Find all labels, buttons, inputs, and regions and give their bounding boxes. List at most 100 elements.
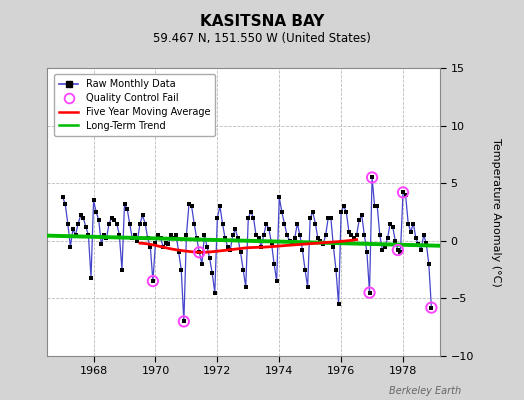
Point	[195, 249, 203, 256]
Point	[200, 232, 209, 238]
Text: Berkeley Earth: Berkeley Earth	[389, 386, 461, 396]
Point	[87, 274, 95, 281]
Point	[69, 226, 77, 232]
Point	[182, 232, 191, 238]
Point	[257, 243, 265, 250]
Point	[231, 226, 239, 232]
Point	[290, 235, 299, 242]
Point	[399, 189, 407, 196]
Point	[144, 235, 152, 242]
Point	[161, 240, 170, 246]
Point	[174, 249, 183, 256]
Point	[136, 220, 144, 227]
Point	[244, 214, 253, 221]
Point	[407, 228, 415, 235]
Point	[293, 220, 301, 227]
Point	[345, 228, 353, 235]
Point	[154, 232, 162, 238]
Point	[211, 290, 219, 296]
Point	[365, 290, 374, 296]
Point	[424, 261, 433, 267]
Point	[388, 224, 397, 230]
Point	[157, 235, 165, 242]
Point	[242, 284, 250, 290]
Point	[223, 243, 232, 250]
Point	[311, 220, 320, 227]
Point	[63, 220, 72, 227]
Point	[319, 241, 328, 248]
Point	[216, 203, 224, 210]
Point	[113, 220, 121, 227]
Point	[141, 220, 149, 227]
Point	[309, 209, 317, 215]
Point	[177, 266, 185, 273]
Point	[324, 214, 332, 221]
Point	[149, 278, 157, 284]
Point	[394, 247, 402, 253]
Point	[94, 217, 103, 223]
Point	[226, 247, 234, 253]
Point	[409, 220, 418, 227]
Point	[420, 232, 428, 238]
Point	[296, 232, 304, 238]
Point	[195, 249, 203, 256]
Point	[378, 247, 387, 253]
Point	[340, 203, 348, 210]
Point	[126, 220, 134, 227]
Point	[365, 290, 374, 296]
Point	[185, 201, 193, 207]
Point	[102, 235, 111, 242]
Point	[272, 278, 281, 284]
Point	[97, 241, 105, 248]
Point	[239, 266, 247, 273]
Point	[82, 224, 90, 230]
Point	[205, 255, 214, 261]
Point	[334, 301, 343, 307]
Point	[363, 249, 371, 256]
Point	[353, 232, 361, 238]
Point	[146, 243, 155, 250]
Point	[164, 241, 172, 248]
Point	[138, 212, 147, 219]
Point	[259, 232, 268, 238]
Point	[381, 243, 389, 250]
Point	[255, 235, 263, 242]
Point	[298, 247, 307, 253]
Point	[59, 194, 67, 200]
Point	[192, 235, 201, 242]
Y-axis label: Temperature Anomaly (°C): Temperature Anomaly (°C)	[490, 138, 500, 286]
Point	[326, 214, 335, 221]
Point	[123, 205, 132, 212]
Point	[180, 318, 188, 325]
Point	[236, 249, 245, 256]
Point	[414, 241, 423, 248]
Point	[316, 238, 325, 244]
Point	[286, 238, 294, 244]
Point	[133, 238, 141, 244]
Point	[252, 232, 260, 238]
Point	[190, 220, 199, 227]
Point	[355, 217, 363, 223]
Point	[283, 232, 291, 238]
Point	[288, 240, 297, 246]
Point	[149, 278, 157, 284]
Point	[401, 192, 410, 198]
Point	[262, 220, 270, 227]
Point	[399, 189, 407, 196]
Point	[221, 235, 230, 242]
Point	[427, 304, 435, 311]
Point	[110, 217, 118, 223]
Point	[357, 212, 366, 219]
Point	[360, 232, 368, 238]
Point	[396, 249, 405, 256]
Point	[275, 194, 283, 200]
Point	[373, 203, 381, 210]
Point	[368, 174, 376, 181]
Point	[90, 197, 98, 204]
Point	[61, 201, 69, 207]
Point	[350, 235, 358, 242]
Text: KASITSNA BAY: KASITSNA BAY	[200, 14, 324, 29]
Point	[278, 209, 286, 215]
Point	[219, 220, 227, 227]
Point	[92, 209, 100, 215]
